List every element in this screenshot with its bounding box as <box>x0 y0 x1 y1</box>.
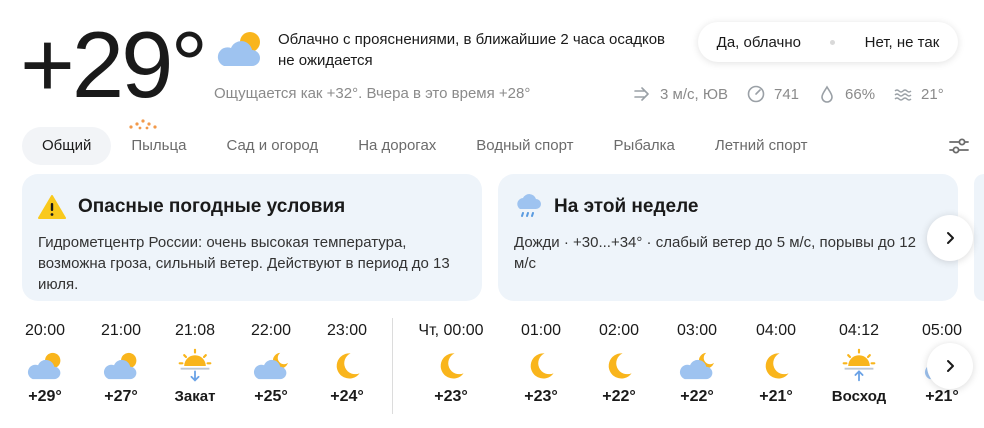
cards-next-button[interactable] <box>927 215 973 261</box>
hourly-item: 22:00 +25° <box>235 320 307 408</box>
hourly-item: 05:00 +21° <box>906 320 978 408</box>
hourly-time: 04:12 <box>838 322 880 339</box>
warning-card[interactable]: Опасные погодные условия Гидрометцентр Р… <box>22 174 482 301</box>
week-card[interactable]: На этой неделе Дожди · +30...+34° · слаб… <box>498 174 958 301</box>
tab-roads[interactable]: На дорогах <box>358 137 437 154</box>
hourly-time: Чт, 00:00 <box>418 322 484 339</box>
hourly-time: 21:08 <box>174 322 216 339</box>
hourly-next-button[interactable] <box>927 343 973 389</box>
tab-garden[interactable]: Сад и огород <box>226 137 319 154</box>
partly-cloudy-icon <box>214 28 266 70</box>
week-body: Дожди · +30...+34° · слабый ветер до 5 м… <box>514 234 916 272</box>
hourly-time: 23:00 <box>326 322 368 339</box>
feedback-no-button[interactable]: Нет, не так <box>864 33 940 51</box>
hourly-item: 23:00 +24° <box>311 320 383 408</box>
hourly-time: 01:00 <box>520 322 562 339</box>
day-separator <box>392 318 393 414</box>
feels-like-text: Ощущается как +32°. Вчера в это время +2… <box>214 85 531 102</box>
hourly-item: 04:12 Восход <box>823 320 895 408</box>
warning-body: Гидрометцентр России: очень высокая темп… <box>38 234 450 293</box>
hourly-time: 21:00 <box>100 322 142 339</box>
tab-pollen[interactable]: Пыльца <box>111 119 206 165</box>
moon-icon <box>431 348 471 384</box>
hourly-value: +27° <box>104 388 138 405</box>
hourly-item: 04:00 +21° <box>740 320 812 408</box>
hourly-value: +24° <box>330 388 364 405</box>
hourly-item: Чт, 00:00 +23° <box>415 320 487 408</box>
filters-icon[interactable] <box>948 136 970 156</box>
hourly-time: 20:00 <box>24 322 66 339</box>
chevron-right-icon <box>947 232 954 244</box>
partly-cloudy-night-icon <box>251 348 291 384</box>
hourly-value: +21° <box>759 388 793 405</box>
hourly-item: 20:00 +29° <box>9 320 81 408</box>
pressure-gauge-icon <box>747 85 765 103</box>
hourly-item: 03:00 +22° <box>661 320 733 408</box>
sunset-icon <box>175 348 215 384</box>
moon-icon <box>327 348 367 384</box>
feedback-separator <box>830 39 836 45</box>
current-temperature: +29° <box>20 12 208 117</box>
partly-cloudy-day-icon <box>25 348 65 384</box>
tab-pollen-label: Пыльца <box>131 137 187 154</box>
hourly-time: 04:00 <box>755 322 797 339</box>
hourly-item: 02:00 +22° <box>583 320 655 408</box>
hourly-item: 01:00 +23° <box>505 320 577 408</box>
wind-value: 3 м/с, ЮВ <box>660 85 728 103</box>
moon-icon <box>599 348 639 384</box>
tab-fishing[interactable]: Рыбалка <box>613 137 675 154</box>
hourly-value: +22° <box>602 388 636 405</box>
hourly-value: +23° <box>524 388 558 405</box>
water-temp-value: 21° <box>921 85 944 103</box>
pressure-value: 741 <box>773 85 800 103</box>
category-tabs: Общий Пыльца Сад и огород На дорогах Вод… <box>22 119 828 165</box>
sunrise-icon <box>839 348 879 384</box>
humidity-metric: 66% <box>817 84 875 104</box>
hourly-time: 22:00 <box>250 322 292 339</box>
humidity-drop-icon <box>821 85 833 103</box>
humidity-value: 66% <box>845 85 876 103</box>
hourly-value: +21° <box>925 388 959 405</box>
next-card-peek[interactable] <box>974 174 984 301</box>
hourly-value: Закат <box>174 388 216 405</box>
hourly-item: 21:08 Закат <box>159 320 231 408</box>
warning-title: Опасные погодные условия <box>78 196 346 217</box>
pressure-metric: 741 <box>746 84 799 104</box>
wind-direction-icon <box>634 87 649 101</box>
weather-metrics: 3 м/с, ЮВ 741 66% 21° <box>632 84 944 104</box>
hourly-time: 02:00 <box>598 322 640 339</box>
tab-general[interactable]: Общий <box>22 127 112 165</box>
hourly-value: +23° <box>434 388 468 405</box>
week-title: На этой неделе <box>554 196 699 217</box>
tab-summer-sport[interactable]: Летний спорт <box>714 137 808 154</box>
chevron-right-icon <box>947 360 954 372</box>
partly-cloudy-night-icon <box>677 348 717 384</box>
hourly-value: Восход <box>831 388 887 405</box>
hourly-value: +22° <box>680 388 714 405</box>
water-temp-metric: 21° <box>893 84 944 104</box>
moon-icon <box>756 348 796 384</box>
hourly-time: 05:00 <box>921 322 963 339</box>
hourly-value: +29° <box>28 388 62 405</box>
wind-metric: 3 м/с, ЮВ <box>632 84 728 104</box>
feedback-pill: Да, облачно Нет, не так <box>698 22 958 62</box>
hourly-time: 03:00 <box>676 322 718 339</box>
water-waves-icon <box>894 89 912 101</box>
feedback-yes-button[interactable]: Да, облачно <box>716 33 801 51</box>
pollen-dots-icon <box>129 119 157 130</box>
hourly-value: +25° <box>254 388 288 405</box>
hourly-item: 21:00 +27° <box>85 320 157 408</box>
tab-water-sport[interactable]: Водный спорт <box>476 137 574 154</box>
condition-text: Облачно с прояснениями, в ближайшие 2 ча… <box>278 31 666 69</box>
warning-icon <box>38 195 66 219</box>
partly-cloudy-day-icon <box>101 348 141 384</box>
moon-icon <box>521 348 561 384</box>
rain-cloud-icon <box>517 194 541 217</box>
